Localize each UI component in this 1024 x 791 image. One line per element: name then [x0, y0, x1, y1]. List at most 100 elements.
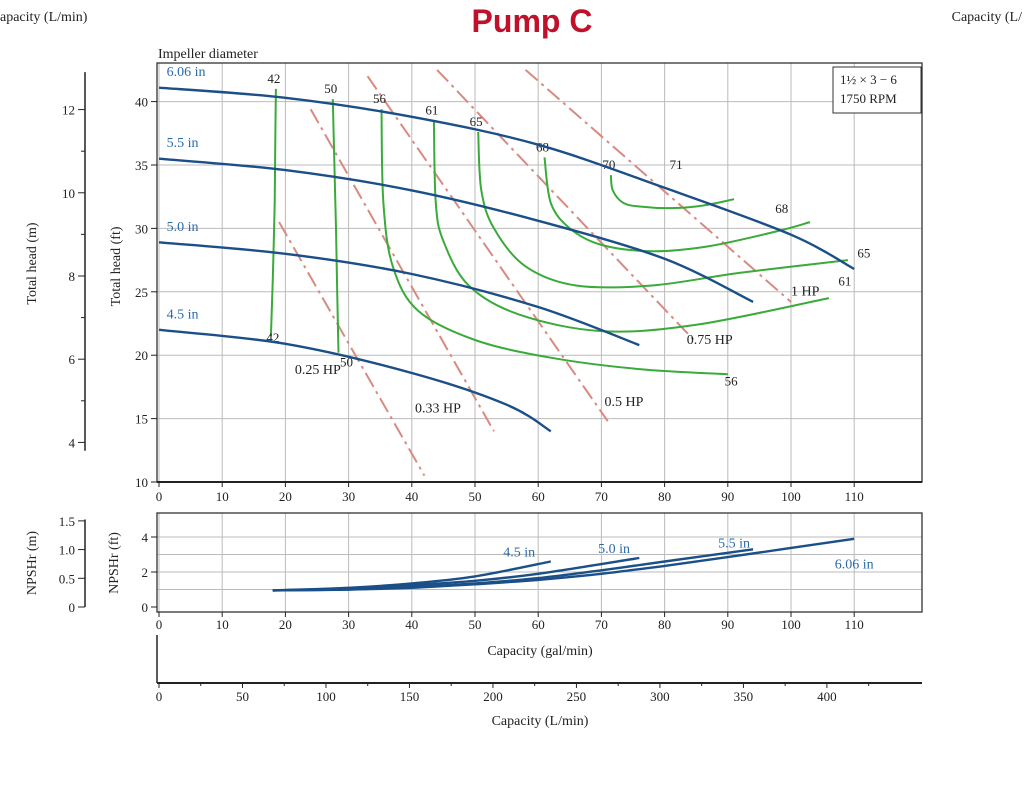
npsh-label-5-0-in: 5.0 in	[598, 542, 630, 557]
npsh-ylabel-m: NPSHr (m)	[25, 531, 40, 596]
lpm-xlabel: Capacity (L/min)	[492, 714, 589, 729]
power-line-label-0-5-hp: 0.5 HP	[605, 395, 644, 410]
impeller-curve-4-5-in	[158, 328, 552, 433]
main-x-tick-label-0: 0	[156, 489, 163, 504]
npsh-x-tick-label-0: 0	[156, 617, 163, 632]
main-x-tick-label-70: 70	[595, 489, 608, 504]
impeller-curve-5-5-in	[158, 157, 754, 303]
impeller-label-4-5-in: 4.5 in	[167, 307, 199, 322]
ft-tick-label-20: 20	[135, 348, 148, 363]
npsh-xlabel: Capacity (gal/min)	[487, 644, 593, 659]
efficiency-label-right-68: 68	[775, 201, 788, 216]
npsh-x-tick-label-50: 50	[469, 617, 482, 632]
power-line-0-5-hp	[366, 75, 609, 422]
lpm-tick-label-200: 200	[483, 689, 503, 704]
info-box	[832, 66, 922, 114]
m-tick-label-6: 6	[69, 352, 76, 367]
npsh-x-tick-label-80: 80	[658, 617, 671, 632]
npsh-x-tick-label-100: 100	[781, 617, 801, 632]
efficiency-curve-65	[477, 131, 849, 289]
impeller-curve-6-06-in	[158, 86, 855, 271]
power-line-0-25-hp	[278, 221, 426, 477]
npsh-x-tick-label-110: 110	[845, 617, 864, 632]
impeller-label-5-5-in: 5.5 in	[167, 136, 199, 151]
info-box-line-1: 1750 RPM	[840, 91, 897, 106]
lpm-tick-label-100: 100	[316, 689, 336, 704]
efficiency-label-top-42: 42	[267, 71, 280, 86]
power-line-0-75-hp	[436, 69, 697, 344]
impeller-curve-5-0-in	[158, 241, 640, 347]
impeller-label-6-06-in: 6.06 in	[167, 65, 206, 80]
npsh-x-tick-label-20: 20	[279, 617, 292, 632]
main-x-tick-label-50: 50	[469, 489, 482, 504]
main-x-tick-label-60: 60	[532, 489, 545, 504]
lpm-tick-label-150: 150	[400, 689, 420, 704]
lpm-tick-label-300: 300	[650, 689, 670, 704]
ylabel-ft: Total head (ft)	[109, 226, 124, 306]
npsh-ft-tick-label-4: 4	[142, 530, 149, 545]
efficiency-curve-56	[380, 109, 728, 376]
npsh-m-tick-label-0: 0	[69, 600, 76, 615]
ft-tick-label-15: 15	[135, 412, 148, 427]
npsh-x-tick-label-90: 90	[721, 617, 734, 632]
npsh-plot-frame	[156, 512, 923, 613]
efficiency-curve-42	[269, 88, 277, 337]
corner-label-left: apacity (L/min)	[0, 10, 88, 25]
npsh-label-4-5-in: 4.5 in	[503, 545, 535, 560]
impeller-diameter-title: Impeller diameter	[158, 47, 258, 62]
main-x-tick-label-40: 40	[405, 489, 418, 504]
lpm-tick-label-50: 50	[236, 689, 249, 704]
npsh-x-tick-label-70: 70	[595, 617, 608, 632]
efficiency-label-right-61: 61	[838, 273, 851, 288]
npsh-label-5-5-in: 5.5 in	[718, 537, 750, 552]
npsh-curve-6-06-in	[272, 537, 855, 592]
efficiency-curve-61	[432, 120, 830, 333]
npsh-label-6-06-in: 6.06 in	[835, 558, 874, 573]
npsh-x-tick-label-60: 60	[532, 617, 545, 632]
efficiency-label-right-56: 56	[725, 374, 739, 389]
main-x-tick-label-110: 110	[845, 489, 864, 504]
ft-tick-label-40: 40	[135, 95, 148, 110]
efficiency-curve-50	[331, 99, 340, 353]
power-line-label-0-25-hp: 0.25 HP	[295, 363, 341, 378]
main-x-tick-label-90: 90	[721, 489, 734, 504]
npsh-m-tick-label-2: 1.0	[59, 543, 75, 558]
efficiency-curve-70	[609, 174, 735, 210]
lpm-tick-label-400: 400	[817, 689, 837, 704]
npsh-x-tick-label-10: 10	[216, 617, 229, 632]
main-x-tick-label-10: 10	[216, 489, 229, 504]
npsh-m-tick-label-3: 1.5	[59, 514, 75, 529]
ft-tick-label-10: 10	[135, 475, 148, 490]
lpm-tick-label-350: 350	[734, 689, 754, 704]
main-x-tick-label-80: 80	[658, 489, 671, 504]
m-tick-label-12: 12	[62, 103, 75, 118]
npsh-x-tick-label-40: 40	[405, 617, 418, 632]
power-line-0-33-hp	[309, 108, 495, 432]
npsh-ft-tick-label-2: 2	[142, 565, 149, 580]
main-x-tick-label-20: 20	[279, 489, 292, 504]
info-box-line-0: 1½ × 3 − 6	[840, 72, 897, 87]
main-plot-frame	[156, 62, 923, 483]
ft-tick-label-35: 35	[135, 158, 148, 173]
npsh-ylabel-ft: NPSHr (ft)	[107, 532, 122, 594]
efficiency-label-bottom-50: 50	[340, 355, 353, 370]
ylabel-m: Total head (m)	[25, 222, 40, 305]
impeller-label-5-0-in: 5.0 in	[167, 220, 199, 235]
m-tick-label-8: 8	[69, 269, 76, 284]
efficiency-label-top-61: 61	[425, 103, 438, 118]
ft-tick-label-25: 25	[135, 285, 148, 300]
main-x-tick-label-100: 100	[781, 489, 801, 504]
ft-tick-label-30: 30	[135, 221, 148, 236]
power-line-label-1-hp: 1 HP	[791, 285, 820, 300]
power-line-label-0-75-hp: 0.75 HP	[687, 333, 733, 348]
m-tick-label-10: 10	[62, 186, 75, 201]
npsh-ft-tick-label-0: 0	[142, 600, 149, 615]
npsh-m-tick-label-1: 0.5	[59, 571, 75, 586]
efficiency-label-top-65: 65	[470, 114, 483, 129]
corner-label-right: Capacity (L/	[952, 10, 1022, 25]
m-tick-label-4: 4	[69, 435, 76, 450]
lpm-tick-label-0: 0	[156, 689, 163, 704]
power-line-label-0-33-hp: 0.33 HP	[415, 401, 461, 416]
